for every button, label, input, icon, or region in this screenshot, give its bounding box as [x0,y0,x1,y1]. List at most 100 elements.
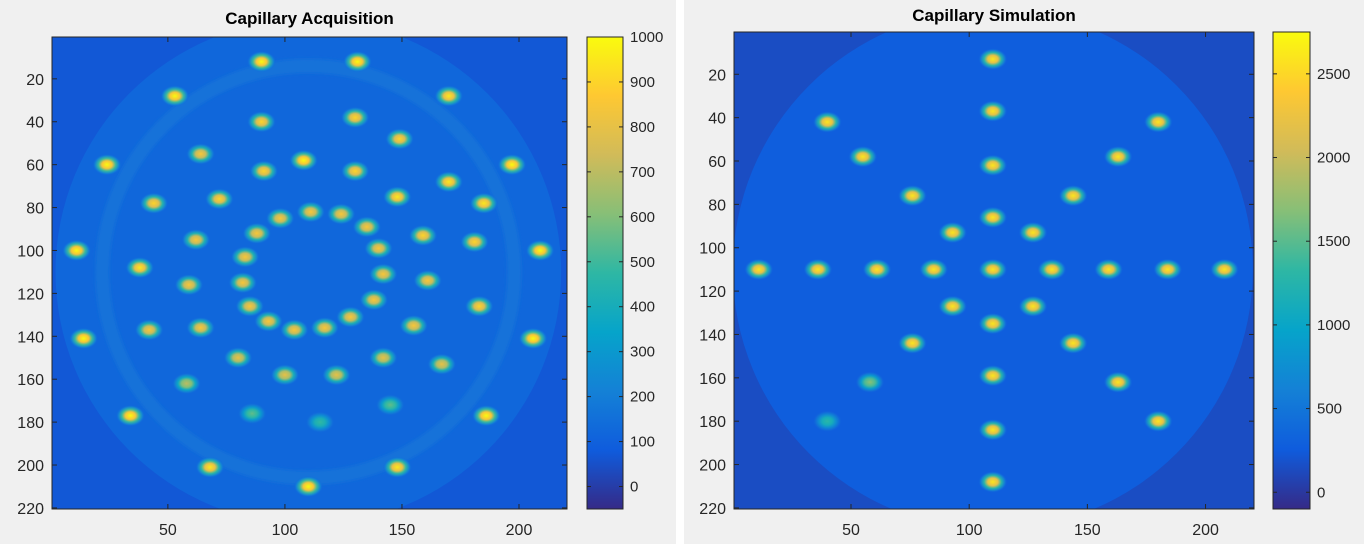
heatmap-spot [254,310,284,333]
y-tick-label: 40 [26,115,44,132]
colorbar-tick-label: 400 [630,299,655,316]
heatmap-spot [471,404,501,427]
colorbar [1272,31,1311,510]
axes-frame [733,31,1255,510]
heatmap-spot [978,100,1008,122]
heatmap-spot [293,475,323,498]
heatmap-spot [237,402,267,425]
heatmap-spot [855,371,885,394]
heatmap-spot [812,410,843,433]
heatmap-spot [399,314,429,337]
y-tick-label: 200 [699,458,726,475]
heatmap-spot [978,258,1008,281]
heatmap-spot [249,160,279,182]
heatmap-spot [1058,332,1088,354]
heatmap-spot [848,145,878,168]
colorbar-tick-label: 100 [630,434,655,451]
heatmap-spot [408,224,438,247]
heatmap-spot [160,85,190,107]
heatmap-spot [382,186,412,208]
x-tick-label: 50 [842,522,860,539]
heatmap-spot [497,153,527,176]
colorbar-tick-label: 300 [630,344,655,361]
heatmap-spot [937,295,968,318]
heatmap-spot [434,85,464,107]
x-tick-label: 200 [1192,522,1219,539]
heatmap-spot [342,50,373,73]
y-tick-label: 220 [17,501,44,518]
heatmap-spot [181,229,211,251]
heatmap-spot [368,263,398,285]
heatmap-spot [978,419,1008,441]
heatmap-spot [235,295,265,317]
heatmap-spot [382,456,412,478]
heatmap-spot [1037,258,1067,281]
heatmap-spot [246,111,277,133]
heatmap-spot [803,258,833,281]
chart-title: Capillary Simulation [912,6,1076,25]
heatmap-spot [246,50,277,73]
y-tick-label: 100 [699,241,726,258]
y-tick-label: 220 [699,501,726,518]
heatmap-spot [352,216,382,238]
heatmap-spot [265,207,295,230]
colorbar [586,36,624,510]
y-tick-label: 160 [699,371,726,388]
heatmap-spot [385,128,415,150]
y-tick-label: 180 [699,414,726,431]
heatmap-spot [172,372,202,395]
heatmap-spot [186,143,216,165]
heatmap-spot [978,312,1008,335]
x-tick-label: 100 [956,522,983,539]
heatmap-spot [978,48,1008,70]
heatmap-spot [326,203,356,225]
heatmap-spot [1143,410,1173,433]
heatmap-spot [427,353,457,375]
heatmap-spot [518,327,548,350]
heatmap-spot [1153,258,1183,281]
heatmap-spot [375,394,405,416]
heatmap-spot [174,274,204,296]
colorbar-tick-label: 900 [630,74,655,91]
y-tick-label: 60 [708,154,726,171]
heatmap-spot [289,149,319,172]
colorbar-tick-label: 700 [630,164,655,181]
y-tick-label: 120 [17,286,44,303]
y-tick-label: 20 [26,72,44,89]
heatmap-spot [1103,371,1133,394]
colorbar-tick-label: 500 [1317,401,1342,418]
heatmap-spot [115,404,145,427]
colorbar-tick-label: 0 [1317,484,1325,501]
heatmap-spot [305,411,335,433]
heatmap-spot [525,239,555,262]
heatmap-spot [1209,258,1240,281]
axes-frame [51,36,568,510]
heatmap-spot [340,106,370,129]
heatmap-spot [223,347,253,369]
y-tick-label: 80 [26,201,44,218]
heatmap-spot [62,239,92,262]
heatmap-spot [464,295,494,317]
heatmap-spot [1018,221,1048,244]
y-tick-label: 200 [17,458,44,475]
heatmap-spot [978,154,1008,177]
heatmap-spot [310,316,340,339]
heatmap-spot [296,201,326,223]
colorbar-tick-label: 2000 [1317,150,1350,167]
x-tick-label: 100 [272,522,299,539]
colorbar-tick-label: 600 [630,209,655,226]
acquisition-heatmap-chart: 20 40 60 80 100 120 140 160 180 200 220 50 100 150 200… [17,29,663,539]
y-tick-label: 60 [26,158,44,175]
x-tick-label: 50 [159,522,177,539]
colorbar-tick-label: 800 [630,119,655,136]
heatmap-spot [978,471,1008,493]
heatmap-spot [321,364,351,386]
y-tick-label: 100 [17,243,44,260]
colorbar-tick-label: 200 [630,389,655,406]
heatmap-spot [139,192,169,214]
heatmap-spot [812,111,843,133]
y-tick-label: 40 [708,111,726,128]
heatmap-spot [744,258,774,281]
right-figure-panel: Capillary Simulation 20 40 60 80 100 120 140 16… [684,0,1364,544]
simulation-heatmap-chart: 20 40 60 80 100 120 140 160 180 200 220 50 100 150 200… [699,31,1350,539]
